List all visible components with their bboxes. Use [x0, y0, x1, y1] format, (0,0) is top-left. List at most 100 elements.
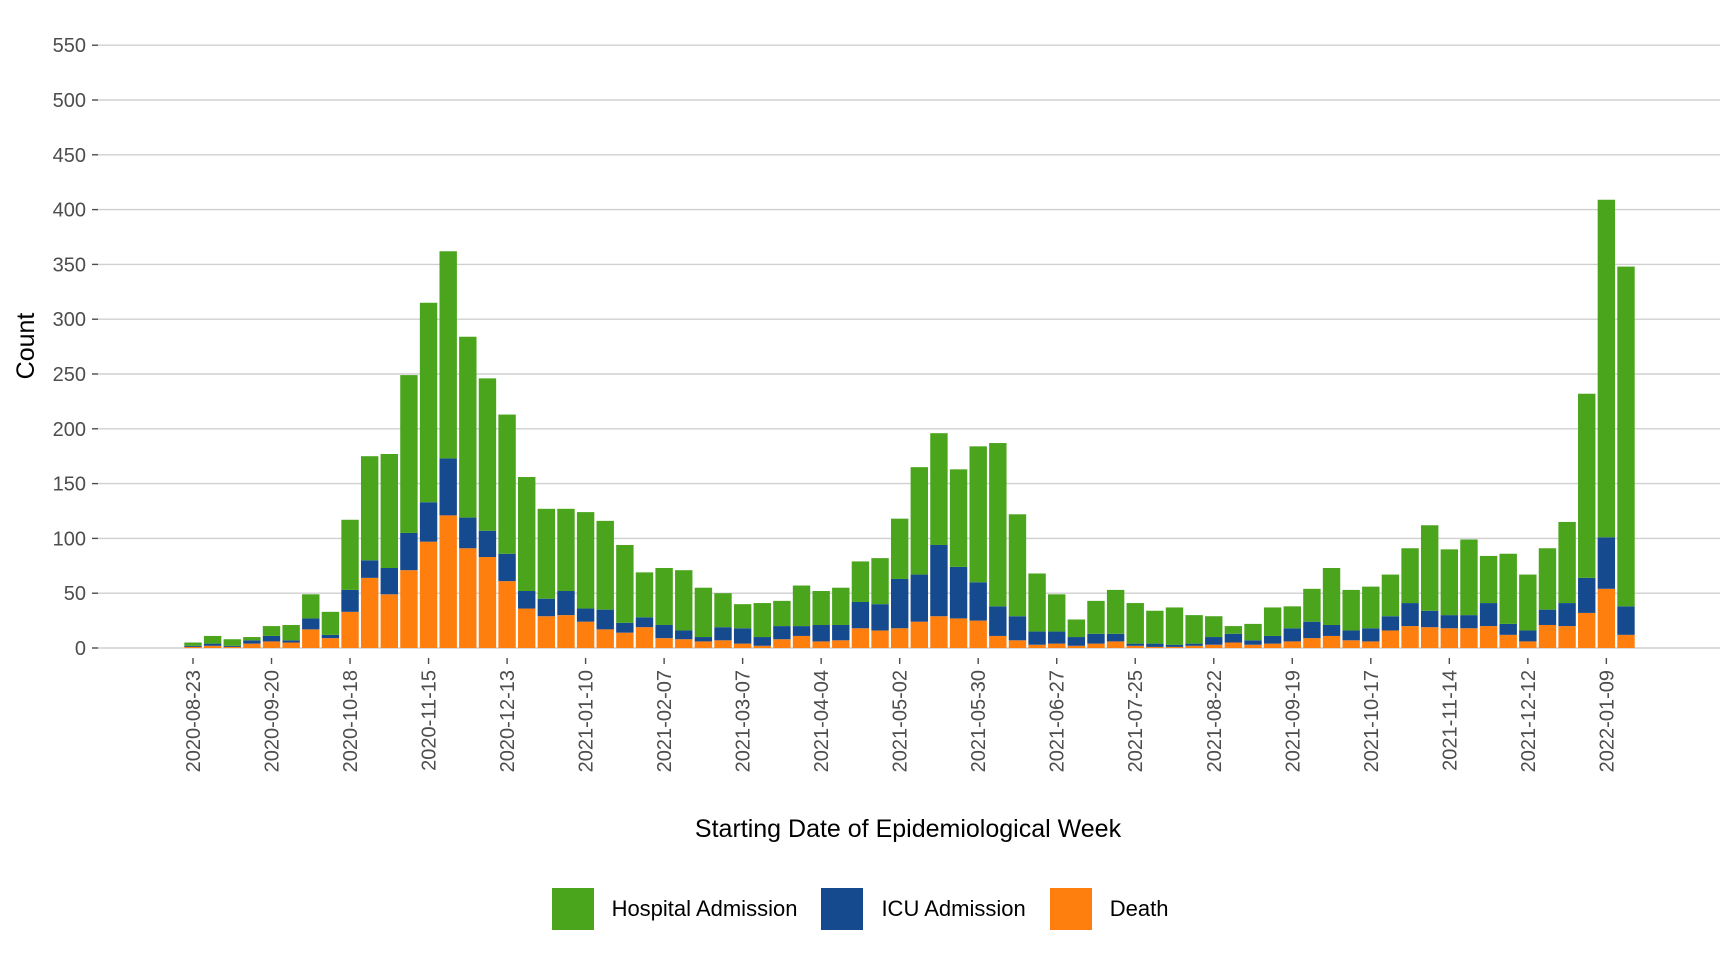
bar-hospital-admission-66	[1479, 555, 1498, 604]
bar-hospital-admission-62	[1401, 548, 1419, 604]
bar-hospital-admission-4	[262, 626, 281, 636]
bar-icu-admission-57	[1303, 621, 1321, 639]
bar-icu-admission-24	[655, 624, 673, 639]
bar-hospital-admission-30	[773, 600, 791, 627]
bar-icu-admission-47	[1106, 633, 1125, 642]
bar-death-20	[576, 621, 595, 648]
bars	[184, 199, 1635, 648]
x-tick-label: 2020-08-23	[183, 670, 205, 772]
bar-hospital-admission-46	[1087, 600, 1105, 634]
bar-death-9	[360, 577, 379, 648]
bar-icu-admission-31	[792, 626, 811, 636]
bar-death-51	[1185, 645, 1203, 648]
bar-death-0	[184, 646, 202, 648]
legend-label-death: Death	[1109, 896, 1169, 921]
bar-hospital-admission-32	[812, 591, 830, 625]
bar-icu-admission-50	[1165, 644, 1184, 647]
bar-icu-admission-29	[753, 637, 771, 646]
bar-death-42	[1008, 640, 1027, 648]
bar-death-66	[1479, 626, 1498, 648]
bar-icu-admission-34	[851, 601, 870, 629]
bar-death-70	[1558, 626, 1576, 648]
bar-death-40	[969, 620, 987, 648]
bar-death-33	[832, 640, 850, 648]
bar-hospital-admission-58	[1322, 567, 1341, 625]
bar-icu-admission-20	[576, 608, 595, 622]
bar-death-29	[753, 645, 771, 648]
bar-death-54	[1244, 644, 1262, 648]
bar-hospital-admission-17	[518, 477, 536, 591]
bar-death-14	[459, 548, 477, 648]
bar-death-39	[949, 618, 968, 648]
bar-death-8	[341, 611, 359, 648]
bar-hospital-admission-35	[871, 558, 889, 605]
bar-death-52	[1205, 644, 1223, 648]
bar-icu-admission-64	[1440, 615, 1459, 629]
bar-death-45	[1067, 645, 1086, 648]
bar-icu-admission-60	[1362, 628, 1380, 642]
bar-death-26	[694, 641, 713, 648]
bar-hospital-admission-2	[223, 639, 241, 646]
bar-icu-admission-51	[1185, 643, 1203, 646]
bar-icu-admission-36	[890, 578, 909, 629]
bar-icu-admission-27	[714, 627, 732, 641]
bar-icu-admission-26	[694, 637, 713, 642]
bar-icu-admission-4	[262, 635, 281, 642]
bar-death-60	[1362, 641, 1380, 648]
bar-death-2	[223, 646, 241, 648]
x-tick-label: 2021-12-12	[1518, 670, 1540, 772]
bar-hospital-admission-43	[1028, 573, 1046, 632]
bar-hospital-admission-42	[1008, 514, 1027, 617]
bar-death-56	[1283, 641, 1301, 648]
x-tick-label: 2020-11-15	[419, 670, 441, 771]
bar-icu-admission-30	[773, 626, 791, 640]
bar-icu-admission-52	[1205, 637, 1223, 645]
bar-death-21	[596, 629, 614, 648]
bar-death-62	[1401, 626, 1419, 648]
bar-icu-admission-73	[1617, 606, 1635, 635]
bar-hospital-admission-54	[1244, 623, 1262, 641]
bar-icu-admission-13	[439, 458, 457, 516]
bar-icu-admission-46	[1087, 633, 1105, 644]
bar-hospital-admission-7	[321, 611, 340, 635]
bar-hospital-admission-0	[184, 642, 202, 646]
bar-hospital-admission-10	[380, 454, 398, 568]
bar-death-44	[1048, 643, 1066, 648]
bar-death-10	[380, 594, 398, 648]
y-tick-label: 200	[53, 419, 86, 441]
bar-death-25	[675, 639, 693, 648]
bar-hospital-admission-39	[949, 469, 968, 567]
bar-hospital-admission-5	[282, 624, 300, 641]
bar-icu-admission-66	[1479, 603, 1498, 627]
x-tick-label: 2022-01-09	[1596, 670, 1618, 772]
bar-icu-admission-6	[302, 618, 320, 630]
bar-death-63	[1420, 627, 1439, 648]
bar-icu-admission-55	[1263, 635, 1282, 644]
legend-item-icu-admission: ICU Admission	[821, 888, 1033, 930]
bar-death-16	[498, 581, 516, 648]
legend-item-hospital-admission: Hospital Admission	[551, 888, 806, 930]
bar-death-68	[1519, 641, 1537, 648]
bar-icu-admission-49	[1146, 643, 1164, 647]
bar-icu-admission-1	[203, 643, 222, 646]
legend-label-hospital-admission: Hospital Admission	[611, 896, 798, 921]
bar-icu-admission-15	[478, 530, 497, 558]
bar-death-13	[439, 515, 457, 648]
bar-icu-admission-70	[1558, 603, 1576, 627]
bar-hospital-admission-49	[1146, 610, 1164, 644]
y-tick-label: 0	[75, 638, 86, 660]
bar-hospital-admission-16	[498, 414, 516, 554]
bar-death-22	[616, 632, 634, 648]
bar-death-30	[773, 639, 791, 648]
x-axis-ticks: 2020-08-23 2020-09-20 2020-10-18 2020-11-15…	[183, 658, 1618, 772]
y-tick-label: 500	[53, 90, 86, 112]
bar-hospital-admission-68	[1519, 574, 1537, 631]
bar-icu-admission-12	[419, 502, 438, 542]
bar-death-36	[890, 628, 909, 648]
bar-death-34	[851, 628, 870, 648]
bar-icu-admission-14	[459, 517, 477, 549]
bar-hospital-admission-8	[341, 519, 359, 590]
y-tick-label: 100	[53, 528, 86, 550]
x-tick-label: 2020-10-18	[340, 670, 362, 772]
bar-icu-admission-54	[1244, 640, 1262, 645]
